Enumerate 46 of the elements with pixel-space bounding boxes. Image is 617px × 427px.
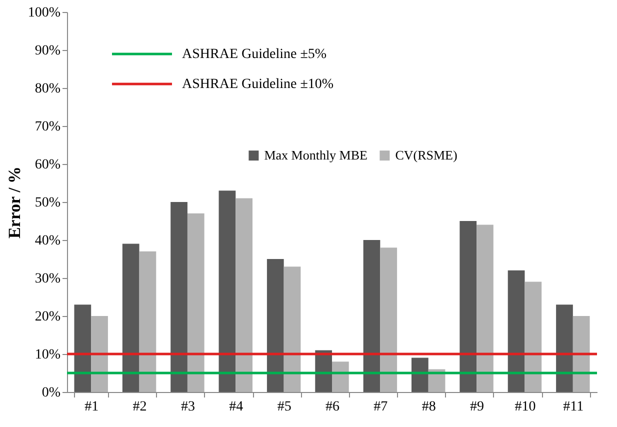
x-tick-label: #3 <box>180 400 195 414</box>
y-tick-label: 40% <box>34 234 61 248</box>
bar <box>508 270 525 392</box>
bar <box>524 282 542 392</box>
bar <box>476 224 494 392</box>
legend-label: Max Monthly MBE <box>264 148 368 163</box>
legend-label: CV(RSME) <box>395 148 458 163</box>
bar <box>380 248 398 392</box>
bar <box>139 251 156 392</box>
y-tick-label: 50% <box>34 196 61 210</box>
x-tick-label: #10 <box>514 400 536 414</box>
y-axis-title: Error / % <box>4 166 24 239</box>
bar <box>363 240 380 392</box>
x-tick-label: #7 <box>374 400 388 414</box>
x-tick-label: #2 <box>132 400 147 414</box>
bar <box>236 198 252 392</box>
legend-label: ASHRAE Guideline ±10% <box>182 77 334 92</box>
y-tick-label: 100% <box>28 6 61 20</box>
bar <box>91 316 108 392</box>
x-tick-label: #5 <box>277 400 292 414</box>
y-tick-label: 20% <box>34 310 61 324</box>
legend-label: ASHRAE Guideline ±5% <box>182 47 327 62</box>
bar <box>170 202 188 392</box>
bar <box>332 362 349 392</box>
y-tick-label: 60% <box>34 158 61 172</box>
y-tick-label: 80% <box>34 82 61 96</box>
y-tick-label: 90% <box>34 44 61 58</box>
x-tick-label: #4 <box>229 400 244 414</box>
x-tick-label: #6 <box>326 400 340 414</box>
x-tick-label: #8 <box>422 400 436 414</box>
x-tick-label: #1 <box>84 400 99 414</box>
bar <box>556 304 573 392</box>
bar <box>74 304 92 392</box>
bar <box>187 213 204 392</box>
y-tick-label: 0% <box>42 386 61 400</box>
bar <box>284 266 301 392</box>
bar <box>218 190 236 392</box>
y-tick-label: 30% <box>34 272 61 286</box>
bar <box>460 221 477 392</box>
bar <box>122 244 140 392</box>
y-tick-label: 10% <box>34 348 61 362</box>
bar <box>266 259 284 392</box>
x-tick-label: #11 <box>563 400 584 414</box>
x-tick-label: #9 <box>470 400 484 414</box>
bar <box>412 358 428 392</box>
y-tick-label: 70% <box>34 120 61 134</box>
